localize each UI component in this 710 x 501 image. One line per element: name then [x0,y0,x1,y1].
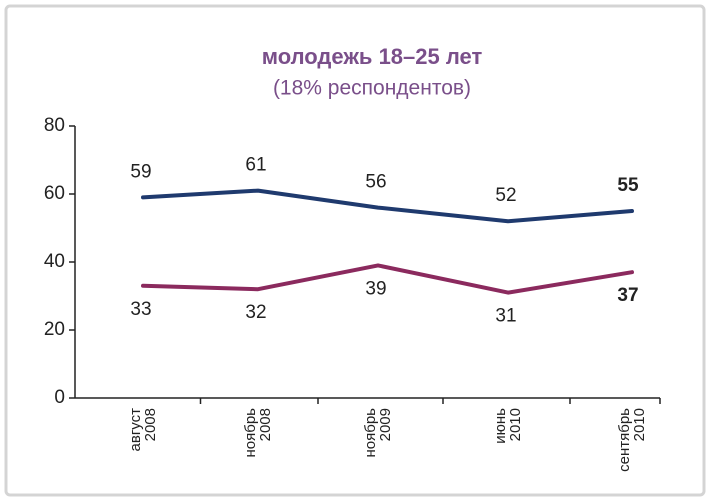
y-tick-label: 20 [44,319,65,340]
x-tick-label: 2010 [507,408,524,441]
data-label: 32 [245,302,266,323]
data-label: 39 [365,278,386,299]
x-tick-label: август [127,408,144,452]
data-label: 33 [130,299,151,320]
y-tick-label: 0 [54,387,65,408]
chart-title: молодежь 18–25 лет [262,44,483,69]
data-label: 31 [495,306,516,327]
y-tick-label: 40 [44,251,65,272]
frame [4,4,706,497]
series-line [141,263,634,295]
data-label: 55 [617,175,639,196]
chart-subtitle: (18% респондентов) [273,77,471,100]
x-tick-label: ноябрь [242,408,259,458]
x-tick-label: 2008 [142,408,159,441]
x-tick-label: 2009 [377,408,394,441]
x-tick-label: сентябрь [616,408,633,472]
data-label: 52 [495,185,516,206]
data-label: 59 [130,161,151,182]
data-label: 56 [365,172,386,193]
data-label: 61 [245,155,266,176]
x-tick-label: июнь [492,408,509,444]
y-tick-label: 80 [44,115,65,136]
data-label: 37 [617,285,638,306]
series-line [141,188,634,224]
x-tick-label: 2010 [631,408,648,441]
y-tick-label: 60 [44,183,65,204]
x-tick-label: ноябрь [362,408,379,458]
x-tick-label: 2008 [257,408,274,441]
